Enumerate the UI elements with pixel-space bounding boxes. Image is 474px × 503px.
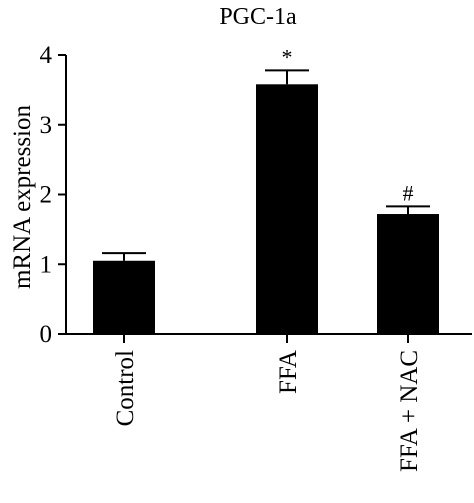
y-axis-ticks: 0 1 2 3 4 [40,42,66,348]
bar [93,260,155,334]
chart-title: PGC-1a [219,4,297,30]
x-axis-ticks: Control FFA FFA + NAC [112,334,423,472]
y-tick-label: 0 [40,321,53,348]
y-tick-label: 4 [40,42,53,69]
bar [377,214,439,334]
x-tick-label: FFA + NAC [396,350,423,472]
significance-marker: # [403,180,414,205]
y-tick-label: 2 [40,182,53,209]
bars: *# [93,44,439,334]
y-tick-label: 1 [40,251,53,278]
y-axis-label: mRNA expression [9,104,36,289]
significance-marker: * [282,44,293,69]
bar [256,84,318,334]
x-tick-label: Control [112,350,139,426]
y-tick-label: 3 [40,112,53,139]
x-tick-label: FFA [275,350,302,394]
